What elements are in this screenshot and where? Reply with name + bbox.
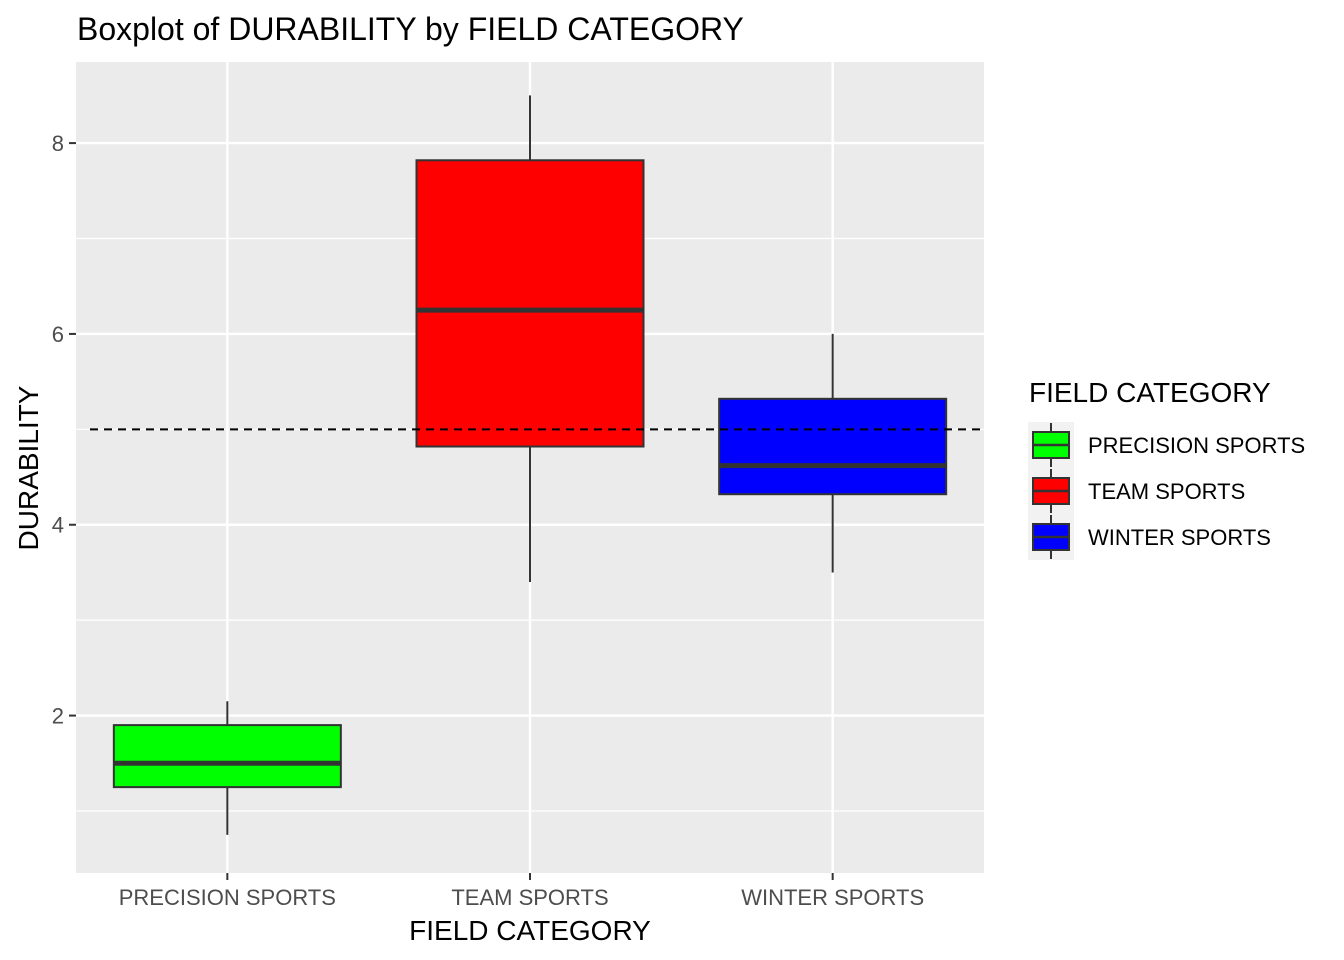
y-tick-label: 2 [52, 704, 64, 729]
y-tick-label: 8 [52, 131, 64, 156]
legend-title: FIELD CATEGORY [1029, 377, 1271, 408]
x-tick-label: TEAM SPORTS [451, 885, 608, 910]
y-tick-label: 6 [52, 322, 64, 347]
box-iqr [112, 724, 342, 789]
legend-entry: WINTER SPORTS [1028, 514, 1271, 560]
y-axis: 2 4 6 8 [52, 131, 76, 729]
box-winter-sports [718, 333, 948, 573]
x-tick-label: PRECISION SPORTS [119, 885, 336, 910]
chart-title: Boxplot of DURABILITY by FIELD CATEGORY [77, 11, 744, 47]
y-axis-title: DURABILITY [13, 385, 44, 550]
box-team-sports [415, 95, 645, 582]
x-axis: PRECISION SPORTS TEAM SPORTS WINTER SPORTS [119, 873, 924, 910]
box-iqr [718, 397, 948, 496]
x-axis-title: FIELD CATEGORY [409, 915, 651, 946]
legend: FIELD CATEGORY PRECISION SPORTS TEAM SPOR… [1028, 377, 1305, 560]
legend-label: PRECISION SPORTS [1088, 433, 1305, 458]
legend-entry: PRECISION SPORTS [1028, 422, 1305, 468]
legend-entry: TEAM SPORTS [1028, 468, 1245, 514]
boxes [112, 95, 948, 835]
x-tick-label: WINTER SPORTS [741, 885, 924, 910]
legend-label: WINTER SPORTS [1088, 525, 1271, 550]
box-iqr [415, 159, 645, 448]
box-precision-sports [112, 701, 342, 835]
y-tick-label: 4 [52, 513, 64, 538]
legend-label: TEAM SPORTS [1088, 479, 1245, 504]
